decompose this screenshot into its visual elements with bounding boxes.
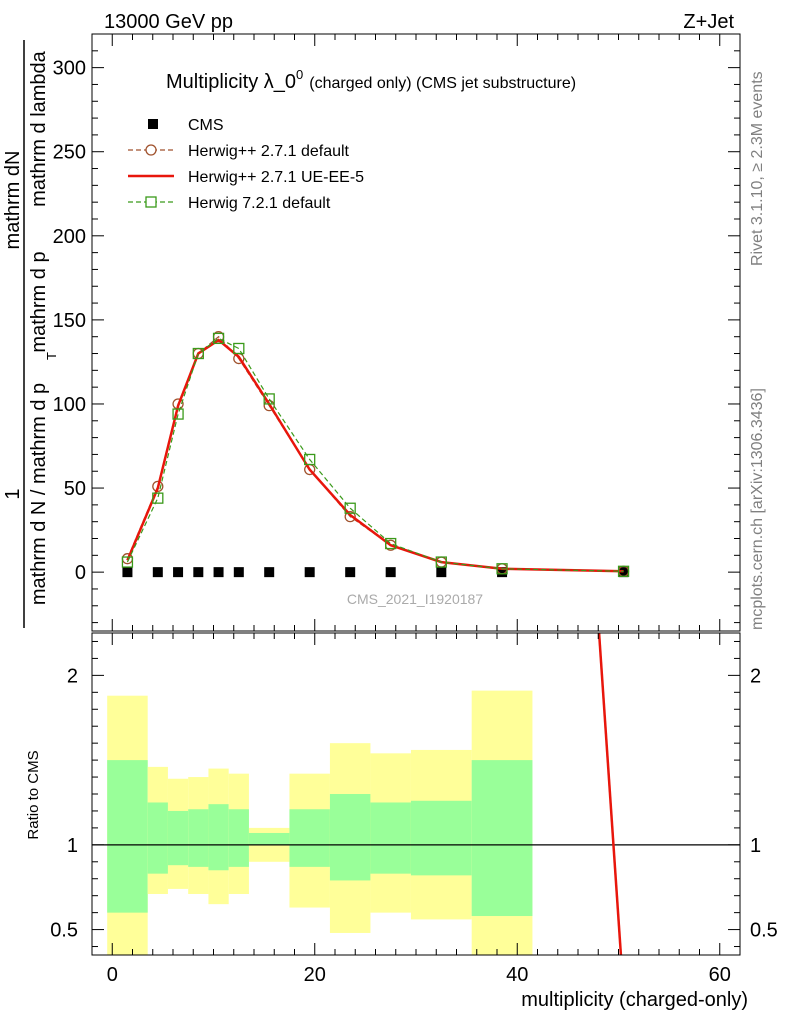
cms-data-point (345, 567, 356, 578)
legend: CMS Herwig++ 2.7.1 default Herwig++ 2.7.1 … (128, 117, 364, 212)
legend-label: Herwig 7.2.1 default (188, 195, 331, 212)
ratio-band-inner (147, 802, 168, 874)
herwig7-point (617, 565, 630, 577)
cms-data-point (264, 567, 275, 578)
ratio-ytick-label-right: 1 (750, 835, 761, 857)
ratio-band-inner (289, 809, 330, 867)
ratio-series-line-1 (597, 633, 623, 955)
ylabel-subscript: T (44, 352, 59, 360)
ratio-panel: 0.5 0.51 12 20 20 40 60 Ratio to CMS multiplic… (25, 632, 778, 1011)
legend-label: Herwig++ 2.7.1 default (188, 143, 350, 160)
herwig7-point (385, 537, 397, 550)
legend-entry: Herwig 7.2.1 default (128, 195, 331, 212)
series-line-3 (126, 337, 624, 572)
main-ytick-label: 100 (53, 394, 86, 416)
ratio-band-inner (167, 810, 189, 866)
ratio-ytick-label-right: 0.5 (750, 920, 778, 942)
legend-entry: Herwig++ 2.7.1 UE-EE-5 (128, 169, 364, 186)
main-panel: 0 50 100 150 200 250 300 CMS_2021_I1920187 Mul… (2, 33, 741, 632)
ratio-ylabel: Ratio to CMS (25, 750, 42, 839)
main-ytick-label: 50 (64, 478, 86, 500)
ratio-band-inner (188, 809, 209, 867)
cms-data-point (233, 567, 244, 578)
ratio-band-inner (410, 800, 472, 876)
herwig7-point (304, 453, 316, 466)
xtick-label: 60 (709, 964, 731, 986)
ratio-band-inner (471, 760, 533, 917)
series-line-2 (126, 338, 624, 573)
xtick-label: 40 (506, 964, 528, 986)
cms-data-point (304, 567, 315, 578)
ylabel-prefix: 1 (2, 488, 24, 499)
rivet-label: Rivet 3.1.10, ≥ 2.3M events (749, 71, 766, 266)
cms-data-point (213, 567, 224, 578)
ratio-ytick-label: 1 (67, 835, 78, 857)
herwig7-point (233, 342, 245, 355)
watermark: CMS_2021_I1920187 (347, 591, 483, 607)
chart-title-sup: 0 (296, 67, 303, 82)
chart-title-suffix: (charged only) (CMS jet substructure) (309, 75, 576, 92)
chart-title: Multiplicity λ_00 (charged only) (CMS jet… (166, 67, 576, 93)
herwig7-point (212, 332, 225, 345)
herwig7-point (263, 393, 275, 405)
herwig7-point (121, 556, 134, 568)
cms-data-point (436, 567, 447, 578)
ylabel-line-1: mathrm d p (28, 251, 50, 352)
mcplots-label: mcplots.cern.ch [arXiv:1306.3436] (749, 388, 766, 630)
chart-title-main: Multiplicity λ_0 (166, 71, 296, 93)
herwig7-point (192, 347, 204, 360)
cms-data-point (193, 567, 204, 578)
cms-data-point (152, 567, 163, 578)
ratio-ytick-label: 2 (67, 665, 78, 687)
legend-entry: CMS (148, 117, 224, 134)
legend-marker-cms (148, 119, 158, 129)
herwig7-point (152, 492, 164, 504)
xlabel: multiplicity (charged-only) (521, 989, 748, 1011)
main-ytick-label: 0 (75, 562, 86, 584)
herwig7-point (344, 502, 356, 514)
process-label: Z+Jet (683, 11, 734, 33)
herwig-default-point (152, 480, 164, 493)
ratio-band-inner (107, 760, 148, 913)
herwig7-point (172, 408, 184, 420)
xtick-label: 20 (304, 964, 326, 986)
ratio-ytick-label-right: 2 (750, 665, 761, 687)
legend-label: Herwig++ 2.7.1 UE-EE-5 (188, 169, 364, 186)
ylabel-numerator: mathrm dN (2, 151, 24, 250)
xtick-label: 0 (107, 964, 118, 986)
legend-entry: Herwig++ 2.7.1 default (128, 143, 350, 160)
main-ytick-label: 200 (53, 226, 86, 248)
ratio-band-inner (248, 832, 290, 845)
main-ytick-label: 150 (53, 310, 86, 332)
herwig7-point (496, 563, 508, 575)
energy-label: 13000 GeV pp (104, 11, 233, 33)
ylabel-line-2: mathrm d N / mathrm d p (28, 383, 50, 605)
main-ytick-label: 250 (53, 142, 86, 164)
legend-marker-square (145, 196, 157, 208)
cms-data-point (497, 567, 508, 578)
ratio-band-inner (208, 804, 229, 871)
main-ylabel: 1 mathrm dN mathrm d lambda mathrm d p T… (2, 40, 59, 628)
ratio-band-inner (329, 794, 371, 881)
cms-data-point (173, 567, 184, 578)
cms-data-point (122, 567, 133, 578)
ratio-ytick-label: 0.5 (50, 920, 78, 942)
ratio-band-inner (228, 809, 249, 867)
legend-label: CMS (188, 117, 224, 134)
legend-marker-circle (145, 144, 157, 156)
herwig7-point (435, 556, 447, 568)
series-line-1 (126, 335, 624, 572)
herwig-default-point (344, 510, 356, 523)
main-ytick-label: 300 (53, 58, 86, 80)
ylabel-line-3: mathrm d lambda (28, 50, 50, 206)
cms-data-point (385, 567, 396, 578)
ratio-band-inner (370, 802, 411, 874)
